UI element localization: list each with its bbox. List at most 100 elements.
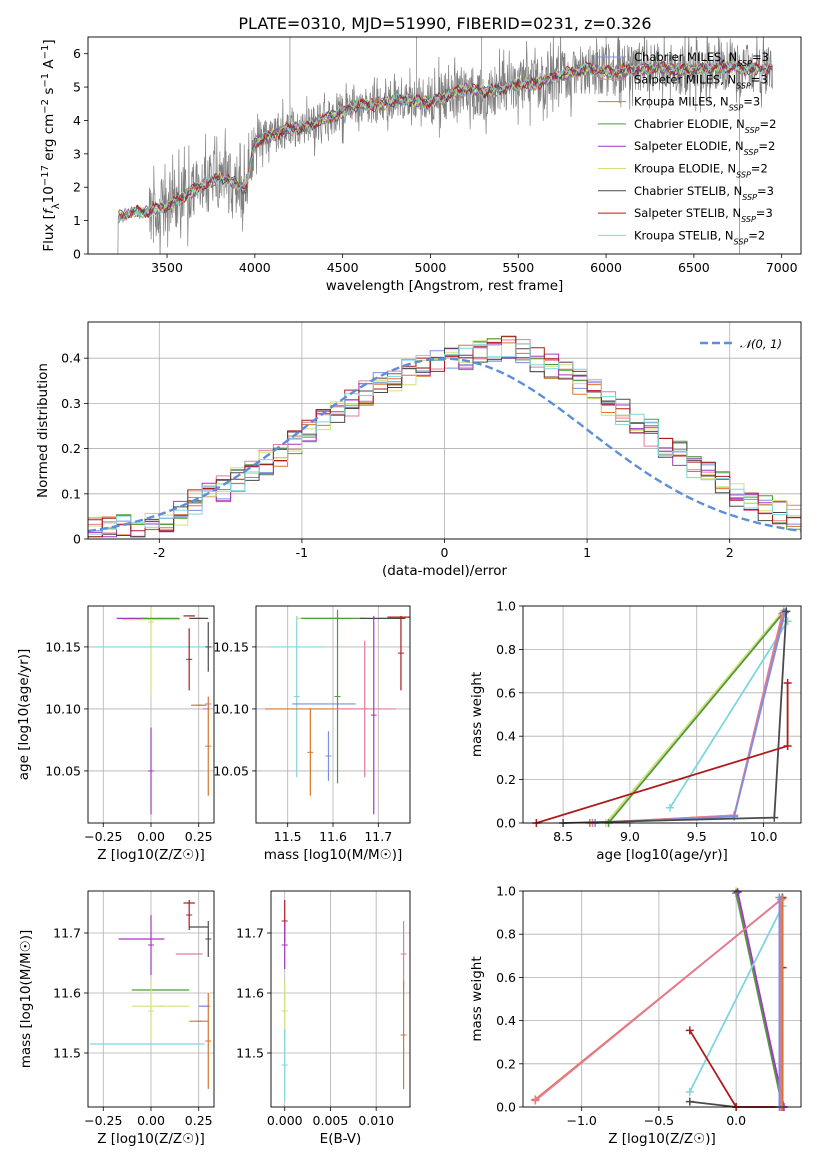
weight-marker [770, 813, 779, 822]
legend-entry: Chabrier ELODIE, NSSP=2 [634, 117, 776, 134]
x-tick-label: 0.000 [267, 1113, 303, 1128]
y-tick-label: 0.2 [496, 772, 516, 787]
legend-entry: 𝒩(0, 1) [740, 337, 782, 351]
x-axis-label: age [log10(age/yr)] [596, 847, 728, 863]
x-tick-label: 10.0 [750, 829, 778, 844]
y-axis-label: age [log10(age/yr)] [16, 649, 32, 781]
y-axis-label-part: −1 [40, 45, 51, 60]
spectrum-panel: 3500 4000 4500 5000 5500 6000 6500 70000123456w… [40, 36, 802, 294]
y-tick-label: 0.2 [496, 1056, 516, 1071]
spectrum-lines [117, 37, 774, 254]
axes-frame [522, 605, 802, 824]
spectrum-model-line [118, 59, 773, 224]
y-tick-label: 3 [73, 146, 81, 161]
weight-vs-metallicity-panel: −1.0 −0.5 0.0 0.0 0.2 0.4 0.6 0.8 1.0 Z [log10(Z/… [469, 884, 802, 1147]
legend-nssp-prefix: , N [720, 162, 736, 176]
legend-nssp-eq: = [751, 72, 761, 86]
x-tick-label: 9.0 [620, 829, 640, 844]
error-bars [265, 609, 410, 815]
axes-frame [255, 605, 411, 824]
x-tick-label: 6500 [678, 260, 710, 275]
legend-model-name: Salpeter MILES [634, 72, 720, 86]
weight-marker [685, 1087, 694, 1096]
x-tick-label: 4000 [239, 260, 271, 275]
legend-nssp-sub: SSP [736, 170, 751, 179]
y-tick-label: 11.7 [53, 926, 81, 941]
y-tick-label: 10.15 [213, 639, 249, 654]
weight-vs-age-panel: 8.5 9.0 9.5 10.0 0.0 0.2 0.4 0.6 0.8 1.0 age [log1… [469, 599, 802, 863]
x-tick-label: −1.0 [567, 1113, 597, 1128]
y-tick-label: 5 [73, 80, 81, 95]
legend-nssp-sub: SSP [741, 215, 756, 224]
legend-nssp-sub: SSP [737, 59, 752, 68]
legend-entry: Kroupa ELODIE, NSSP=2 [634, 162, 768, 180]
x-tick-label: 0.25 [185, 829, 213, 844]
y-tick-label: 2 [73, 180, 81, 195]
y-tick-label: 1.0 [496, 884, 516, 899]
y-tick-label: 0.0 [496, 1100, 516, 1115]
legend-nssp-prefix: , N [728, 139, 744, 153]
weight-marker [783, 679, 792, 688]
weight-marker [531, 1096, 540, 1105]
y-tick-label: 0.6 [496, 970, 516, 985]
legend-nssp-prefix: , N [721, 50, 737, 64]
residuals-histogram-panel: -2 -1 0 1 2 0 0.1 0.2 0.3 0.4 (data-model)/error No… [35, 321, 802, 579]
age-vs-metallicity-panel: −0.25 0.00 0.25 10.05 10.10 10.15 Z [log10(Z/Z… [16, 605, 215, 863]
y-tick-label: 1 [73, 213, 81, 228]
x-axis-label: Z [log10(Z/Z☉)] [97, 1131, 205, 1147]
legend-nssp-eq: = [760, 117, 770, 131]
x-tick-label: 9.5 [687, 829, 707, 844]
y-axis-label-part: f [41, 207, 57, 214]
y-axis-label-part: −2 [40, 99, 51, 114]
legend-nssp-value: 3 [765, 206, 772, 220]
x-axis-label: Z [log10(Z/Z☉)] [608, 1131, 716, 1147]
y-tick-label: 0.4 [61, 351, 81, 366]
legend-model-name: Chabrier STELIB [634, 184, 726, 198]
legend-model-name: Chabrier MILES [634, 50, 721, 64]
x-tick-label: 0.25 [185, 1113, 213, 1128]
y-tick-label: 0.8 [496, 642, 516, 657]
histogram-series [88, 340, 801, 527]
y-axis-label-part: Flux [ [41, 214, 57, 252]
y-axis-label-part: λ [51, 203, 62, 209]
legend-entry: Chabrier STELIB, NSSP=3 [634, 184, 774, 202]
legend-entry: Salpeter ELODIE, NSSP=2 [634, 139, 775, 157]
histogram-series [88, 335, 801, 538]
x-tick-label: 3500 [151, 260, 183, 275]
axes-frame [522, 890, 802, 1108]
legend-model-name: Kroupa ELODIE [634, 162, 720, 176]
y-tick-label: 0.0 [496, 816, 516, 831]
x-axis-label: (data-model)/error [382, 563, 508, 579]
y-axis-label-part: erg cm [41, 114, 57, 165]
x-tick-label: 0.0 [726, 1113, 746, 1128]
legend-nssp-sub: SSP [744, 148, 759, 157]
histogram-series [88, 343, 801, 535]
y-tick-label: 11.6 [236, 986, 264, 1001]
legend-nssp-sub: SSP [736, 81, 751, 90]
y-axis-label: Flux [fλ10−17 erg cm−2 s−1 A−1] [40, 39, 62, 251]
legend-nssp-eq: = [752, 50, 762, 64]
x-tick-label: 5500 [502, 260, 534, 275]
y-axis-label-part: s [41, 88, 57, 99]
x-tick-label: 0.00 [137, 829, 165, 844]
x-tick-label: −0.25 [84, 1113, 122, 1128]
legend-nssp-value: 2 [768, 139, 775, 153]
y-tick-label: 10.10 [45, 701, 81, 716]
y-tick-label: 10.05 [45, 763, 81, 778]
error-bars [89, 900, 212, 1089]
y-tick-label: 4 [73, 113, 81, 128]
y-tick-label: 11.5 [53, 1046, 81, 1061]
legend-entry: Salpeter MILES, NSSP=3 [634, 72, 768, 90]
weight-marker [775, 893, 784, 902]
legend-entry: Chabrier MILES, NSSP=3 [634, 50, 769, 68]
axes-frame [87, 605, 215, 824]
x-tick-label: 11.5 [274, 829, 302, 844]
legend-nssp-sub: SSP [745, 125, 760, 134]
y-axis-label: mass weight [469, 672, 485, 757]
x-tick-label: 1 [583, 545, 591, 560]
normal-distribution-curve [88, 357, 801, 533]
legend-nssp-eq: = [743, 95, 753, 109]
figure-title: PLATE=0310, MJD=51990, FIBERID=0231, z=0… [238, 14, 651, 33]
